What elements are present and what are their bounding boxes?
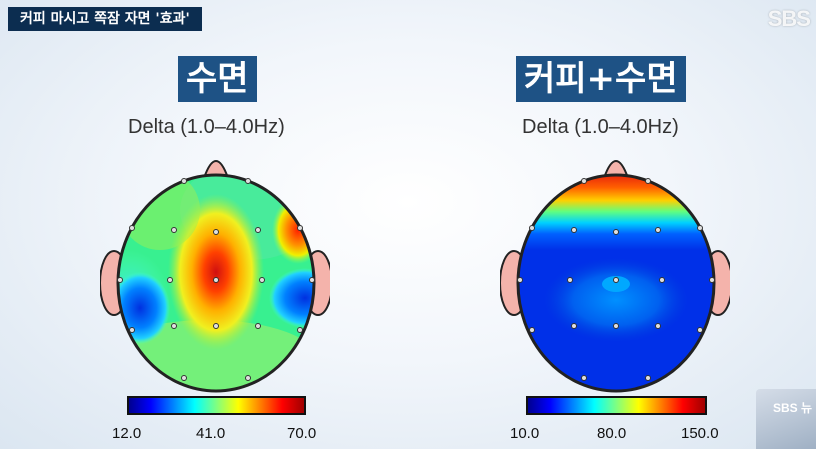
- channel-thumbnail[interactable]: SBS 뉴: [756, 389, 816, 449]
- colorbar-sleep: [127, 396, 306, 415]
- scale-mid-coffee-sleep: 80.0: [597, 425, 627, 442]
- broadcaster-logo: SBS: [767, 6, 811, 31]
- scale-min-sleep: 12.0: [112, 425, 142, 442]
- electrodes-coffee-sleep: [517, 178, 715, 381]
- panel-title-coffee-sleep: 커피+수면: [516, 56, 686, 102]
- panel-title-sleep: 수면: [178, 56, 257, 102]
- colorbar-coffee-sleep: [526, 396, 707, 415]
- scale-max-sleep: 70.0: [287, 425, 317, 442]
- scale-min-coffee-sleep: 10.0: [510, 425, 540, 442]
- subtitle-coffee-sleep: Delta (1.0–4.0Hz): [522, 116, 679, 138]
- thumbnail-label: SBS 뉴: [772, 401, 812, 415]
- brain-map-coffee-sleep: [500, 160, 730, 393]
- brain-map-sleep: [100, 160, 330, 393]
- caption-bar: 커피 마시고 쪽잠 자면 '효과': [8, 7, 202, 31]
- scale-max-coffee-sleep: 150.0: [681, 425, 719, 442]
- electrodes-sleep: [117, 178, 315, 381]
- subtitle-sleep: Delta (1.0–4.0Hz): [128, 116, 285, 138]
- scale-mid-sleep: 41.0: [196, 425, 226, 442]
- caption-text: 커피 마시고 쪽잠 자면 '효과': [20, 11, 190, 27]
